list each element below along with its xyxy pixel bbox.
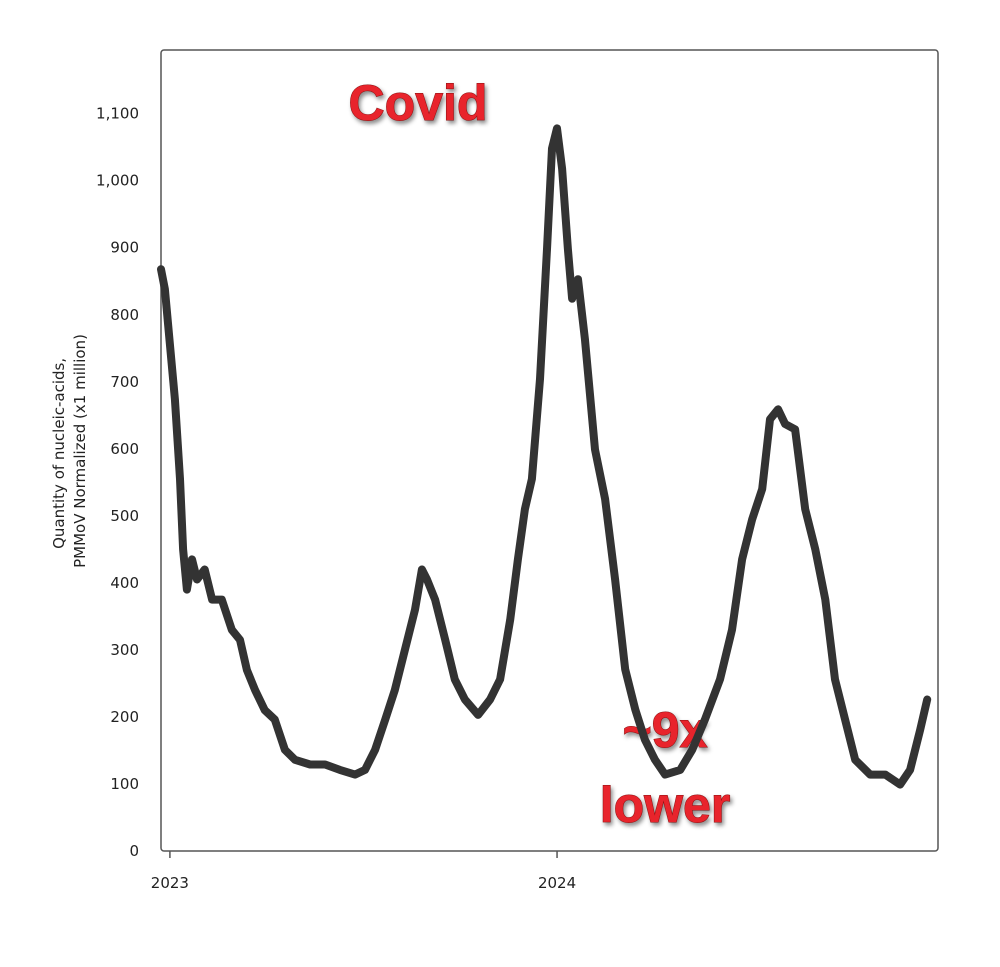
y-tick-label: 700 xyxy=(110,373,139,391)
y-tick-label: 100 xyxy=(110,775,139,793)
y-axis-label-line: PMMoV Normalized (x1 million) xyxy=(71,334,89,568)
y-tick-label: 400 xyxy=(110,574,139,592)
x-tick-label: 2023 xyxy=(151,874,189,892)
y-tick-label: 600 xyxy=(110,440,139,458)
line xyxy=(157,124,932,789)
y-tick-label: 1,100 xyxy=(96,105,139,123)
y-tick-label: 300 xyxy=(110,641,139,659)
y-axis-label: Quantity of nucleic-acids, PMMoV Normali… xyxy=(50,334,89,568)
y-tick-label: 800 xyxy=(110,306,139,324)
y-tick-label: 0 xyxy=(129,842,139,860)
annotation: Covid xyxy=(349,75,488,131)
y-tick-label: 500 xyxy=(110,507,139,525)
x-tick-label: 2024 xyxy=(538,874,576,892)
y-tick-label: 900 xyxy=(110,239,139,257)
y-axis-label-line: Quantity of nucleic-acids, xyxy=(50,358,68,549)
annotation: lower xyxy=(600,777,731,833)
y-tick-label: 1,000 xyxy=(96,172,139,190)
y-tick-label: 200 xyxy=(110,708,139,726)
plot-frame xyxy=(160,49,939,852)
